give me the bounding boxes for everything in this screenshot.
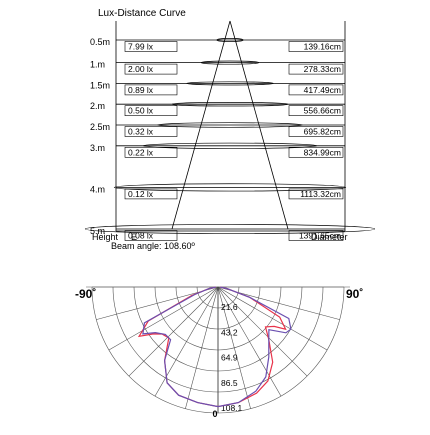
lux-value: 0.08 lx	[128, 231, 154, 241]
radial-tick-label: 108.1	[221, 403, 243, 413]
lux-value: 0.12 lx	[128, 189, 154, 199]
beam-ellipse	[84, 224, 376, 234]
diameter-box	[288, 41, 344, 52]
diameter-value: 278.33cm	[304, 64, 341, 74]
diameter-value: 556.66cm	[304, 106, 341, 116]
height-label: 2.5m	[90, 122, 110, 132]
lux-box	[124, 230, 178, 241]
diameter-value: 1391.65cm	[299, 231, 341, 241]
lux-value: 0.32 lx	[128, 127, 154, 137]
lux-value: 2.00 lx	[128, 64, 154, 74]
diameter-box	[288, 63, 344, 75]
beam-angle-label: Beam angle: 108.60º	[111, 241, 196, 251]
height-label: 1.5m	[90, 80, 110, 90]
radial-tick-label: 64.9	[221, 353, 238, 363]
diameter-value: 834.99cm	[304, 147, 341, 157]
beam-ellipse	[216, 38, 244, 42]
lux-box	[124, 63, 178, 75]
diameter-box	[288, 188, 344, 200]
height-label: 1.m	[90, 60, 105, 70]
diameter-box	[288, 230, 344, 241]
diameter-box	[288, 147, 344, 158]
lux-box	[124, 105, 178, 116]
angle-label-left: -90˚	[75, 287, 96, 301]
beam-ellipse	[200, 60, 260, 65]
illuminance-axis-label: E	[131, 232, 137, 242]
cone-left	[171, 20, 231, 230]
diameter-axis-label: Diameter	[311, 232, 348, 242]
height-label: 3.m	[90, 143, 105, 153]
intensity-series-2	[142, 286, 292, 408]
diameter-value: 139.16cm	[304, 42, 341, 52]
cone-right	[229, 20, 289, 230]
beam-ellipse	[113, 183, 347, 192]
lux-value: 0.22 lx	[128, 147, 154, 157]
angle-label-right: 90˚	[346, 287, 363, 301]
radial-zero-label: 0	[212, 409, 217, 419]
height-axis-label: Height	[92, 232, 119, 242]
height-label: 4.m	[90, 184, 105, 194]
lux-box	[124, 41, 178, 52]
beam-ellipse	[186, 81, 274, 86]
diameter-box	[288, 126, 344, 137]
lux-value: 7.99 lx	[128, 42, 154, 52]
diameter-box	[288, 105, 344, 116]
radial-tick-label: 21.6	[221, 302, 238, 312]
lux-box	[124, 188, 178, 200]
chart-title: Lux-Distance Curve	[98, 8, 186, 19]
beam-ellipse	[157, 122, 303, 128]
lux-box	[124, 126, 178, 137]
diameter-box	[288, 84, 344, 96]
radial-tick-label: 43.2	[221, 327, 238, 337]
lux-value: 0.89 lx	[128, 85, 154, 95]
lux-box	[124, 84, 178, 96]
height-label: 0.5m	[90, 37, 110, 47]
height-label: 2.m	[90, 101, 105, 111]
beam-ellipse	[142, 142, 318, 149]
diameter-value: 1113.32cm	[300, 189, 341, 199]
diameter-value: 417.49cm	[304, 85, 341, 95]
diameter-value: 695.82cm	[304, 127, 341, 137]
radial-tick-label: 86.5	[221, 378, 238, 388]
lux-value: 0.50 lx	[128, 106, 154, 116]
beam-ellipse	[171, 102, 289, 107]
